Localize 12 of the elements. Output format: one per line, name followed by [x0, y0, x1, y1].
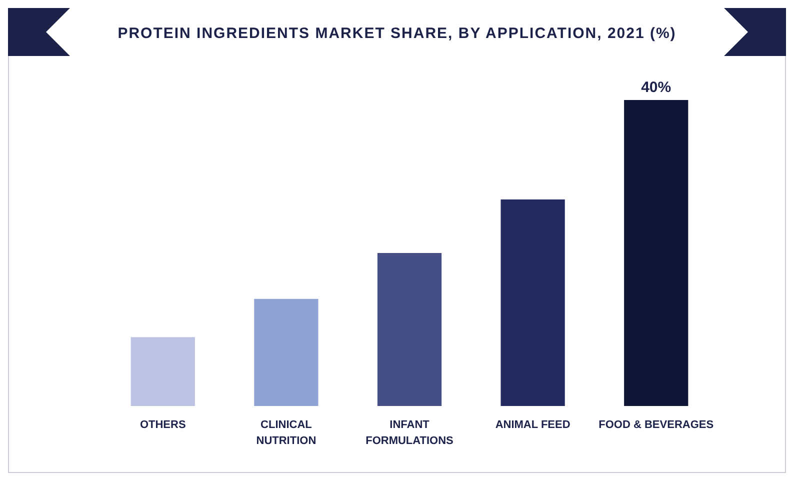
chart-title: PROTEIN INGREDIENTS MARKET SHARE, BY APPLICATION, 2021 (%) — [118, 25, 676, 42]
bar — [130, 337, 195, 406]
bar — [254, 298, 318, 406]
x-tick-label: OTHERS — [140, 419, 186, 431]
x-tick-label: ANIMAL FEED — [495, 419, 570, 431]
bar — [500, 199, 565, 406]
bar — [377, 253, 442, 406]
x-tick-label: FOOD & BEVERAGES — [598, 419, 714, 431]
bar — [624, 100, 688, 406]
x-tick-label: CLINICAL NUTRITION — [256, 419, 316, 447]
x-tick-label: INFANT FORMULATIONS — [366, 419, 454, 447]
data-label: 40% — [641, 79, 672, 96]
